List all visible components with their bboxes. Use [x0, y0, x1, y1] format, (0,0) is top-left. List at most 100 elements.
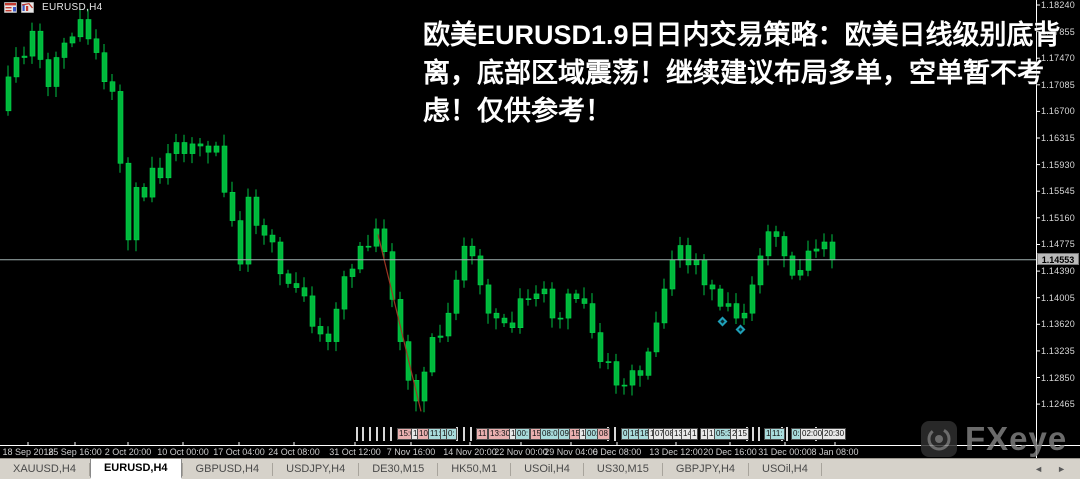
- tab-usoil-h4[interactable]: USOil,H4: [524, 463, 570, 475]
- candle-body: [101, 52, 108, 83]
- time-tick-label: 31 Oct 12:00: [329, 447, 381, 457]
- tab-separator: [88, 462, 90, 476]
- indicator-list-icon[interactable]: [21, 2, 34, 13]
- candle-body: [477, 255, 484, 286]
- price-tick-label: 1.17855: [1041, 26, 1075, 37]
- event-stripe: [362, 427, 364, 441]
- candle-body: [549, 288, 556, 319]
- time-tick-label: 7 Nov 16:00: [386, 447, 436, 457]
- tab-separator: [661, 462, 663, 476]
- candle-body: [109, 81, 116, 92]
- tab-gbpusd-h4[interactable]: GBPUSD,H4: [195, 463, 260, 475]
- strategy-annotation-text: 欧美EURUSD1.9日日内交易策略：欧美日线级别底背离，底部区域震荡！继续建议…: [423, 20, 1061, 126]
- tab-separator: [181, 462, 183, 476]
- event-stripe: [470, 427, 472, 441]
- candle-body: [765, 231, 772, 257]
- candle-body: [317, 326, 324, 335]
- symbol-tab-bar: XAUUSD,H4 EURUSD,H4 GBPUSD,H4 USDJPY,H4 DE30…: [0, 458, 1080, 479]
- tab-separator: [272, 462, 274, 476]
- candle-body: [573, 293, 580, 299]
- candle-body: [285, 273, 292, 284]
- candle-body: [661, 288, 668, 324]
- candle-body: [61, 42, 68, 58]
- candle-body: [533, 293, 540, 299]
- candle-body: [197, 143, 204, 147]
- candle-body: [717, 288, 724, 307]
- tab-hk50-m1[interactable]: HK50,M1: [451, 463, 498, 475]
- candle-body: [85, 19, 92, 40]
- candle-body: [309, 295, 316, 327]
- time-tick-label: 10 Oct 00:00: [157, 447, 209, 457]
- tab-separator: [358, 462, 360, 476]
- tab-gbpjpy-h4[interactable]: GBPJPY,H4: [675, 463, 736, 475]
- event-time-tag: 20:30: [822, 428, 847, 440]
- time-tick-label: 13 Dec 12:00: [649, 447, 703, 457]
- candle-body: [645, 351, 652, 376]
- candle-body: [341, 276, 348, 310]
- tab-scroll-left-button[interactable]: ◄: [1034, 464, 1044, 474]
- candle-body: [805, 250, 812, 271]
- current-price-label: 1.14553: [1037, 253, 1079, 266]
- event-time-tag: 11:: [428, 428, 443, 440]
- broker-watermark: FXeye: [921, 420, 1067, 458]
- time-tick-label: 6 Dec 08:00: [592, 447, 642, 457]
- candle-body: [725, 303, 732, 307]
- tab-scroll-controls: ◄ ►: [1020, 459, 1080, 479]
- candlestick-plot[interactable]: [0, 0, 1080, 458]
- candle-body: [821, 241, 828, 250]
- candle-body: [589, 303, 596, 333]
- candle-body: [69, 36, 76, 44]
- tab-scroll-right-button[interactable]: ►: [1057, 464, 1066, 474]
- candle-body: [797, 270, 804, 276]
- event-time-tag: 08:0: [540, 428, 560, 440]
- tab-usoil-h4[interactable]: USOil,H4: [762, 463, 808, 475]
- event-stripe: [614, 427, 616, 441]
- price-tick-label: 1.15545: [1041, 186, 1075, 197]
- candle-body: [189, 143, 196, 154]
- candle-body: [261, 225, 268, 236]
- candle-body: [325, 333, 332, 342]
- candle-body: [557, 317, 564, 320]
- tab-separator: [748, 462, 750, 476]
- candle-body: [781, 236, 788, 257]
- candle-body: [813, 248, 820, 252]
- candle-body: [269, 234, 276, 243]
- candle-body: [37, 30, 44, 60]
- price-tick-label: 1.14005: [1041, 292, 1075, 303]
- event-stripe: [786, 427, 788, 441]
- candle-body: [5, 76, 12, 112]
- price-tick-label: 1.13620: [1041, 319, 1075, 330]
- candle-body: [21, 55, 28, 58]
- candle-body: [389, 251, 396, 300]
- chart-properties-icon[interactable]: [4, 2, 17, 13]
- candle-body: [205, 145, 212, 153]
- candle-body: [421, 371, 428, 402]
- tab-us30-m15[interactable]: US30,M15: [596, 463, 649, 475]
- tab-usdjpy-h4[interactable]: USDJPY,H4: [286, 463, 346, 475]
- price-tick-label: 1.15160: [1041, 212, 1075, 223]
- candle-body: [469, 245, 476, 257]
- price-tick-label: 1.16700: [1041, 106, 1075, 117]
- symbol-tabs: XAUUSD,H4 EURUSD,H4 GBPUSD,H4 USDJPY,H4 DE30…: [0, 459, 822, 479]
- candle-body: [173, 142, 180, 154]
- candle-body: [693, 259, 700, 266]
- event-time-tag: 1: [690, 428, 699, 440]
- time-tick-label: 24 Oct 08:00: [268, 447, 320, 457]
- candle-body: [453, 279, 460, 314]
- event-stripe: [376, 427, 378, 441]
- candle-body: [653, 322, 660, 353]
- tab-xauusd-h4[interactable]: XAUUSD,H4: [13, 463, 76, 475]
- candle-body: [181, 142, 188, 154]
- time-tick-label: 20 Dec 16:00: [703, 447, 757, 457]
- candle-body: [125, 162, 132, 241]
- time-tick-label: 8 Jan 08:00: [811, 447, 859, 457]
- candle-body: [437, 335, 444, 338]
- symbol-period-label: EURUSD,H4: [42, 2, 103, 13]
- candle-body: [621, 384, 628, 387]
- candle-body: [829, 241, 836, 261]
- candle-body: [637, 370, 644, 376]
- tab-eurusd-h4[interactable]: EURUSD,H4: [89, 459, 182, 479]
- candle-body: [397, 299, 404, 342]
- tab-de30-m15[interactable]: DE30,M15: [372, 463, 425, 475]
